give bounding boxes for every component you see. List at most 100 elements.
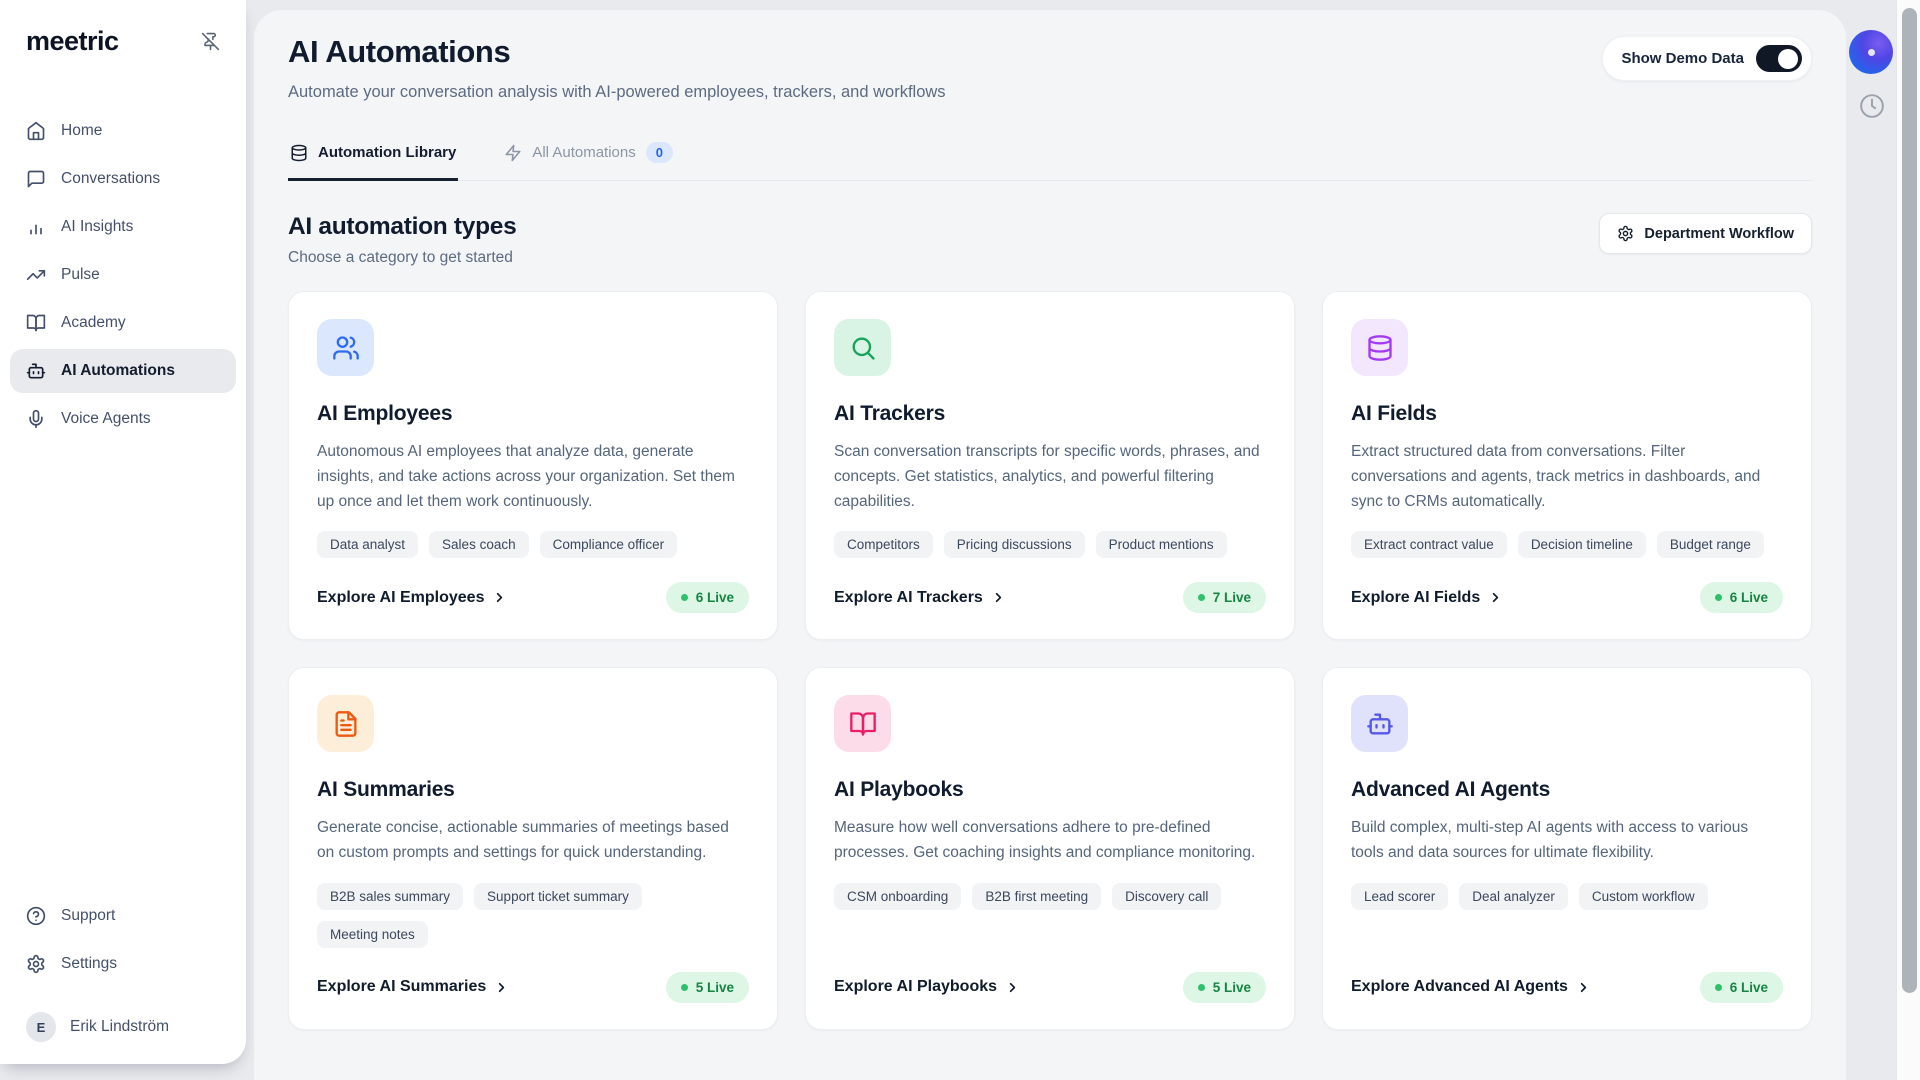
tab-all-automations[interactable]: All Automations 0: [502, 142, 675, 181]
card-description: Measure how well conversations adhere to…: [834, 819, 1256, 862]
book-open-icon: [26, 313, 46, 333]
tag: Extract contract value: [1351, 531, 1507, 559]
tag: B2B first meeting: [972, 882, 1102, 910]
explore-link[interactable]: Explore AI Trackers: [834, 589, 1006, 607]
department-workflow-button[interactable]: Department Workflow: [1599, 213, 1812, 254]
card-title: AI Employees: [317, 402, 453, 425]
explore-link[interactable]: Explore AI Fields: [1351, 589, 1503, 607]
avatar: E: [26, 1012, 56, 1042]
card-ai-trackers[interactable]: AI Trackers Scan conversation transcript…: [805, 291, 1295, 641]
main-panel: AI Automations Automate your conversatio…: [254, 10, 1846, 1080]
chevron-right-icon: [1488, 590, 1503, 605]
card-ai-employees[interactable]: AI Employees Autonomous AI employees tha…: [288, 291, 778, 641]
section-title: AI automation types: [288, 213, 517, 240]
automation-cards-grid: AI Employees Autonomous AI employees tha…: [288, 291, 1812, 1030]
tab-label: Automation Library: [318, 144, 457, 161]
scrollbar-track[interactable]: [1896, 0, 1920, 1080]
sidebar-item-pulse[interactable]: Pulse: [10, 253, 236, 297]
user-avatar[interactable]: [1849, 30, 1893, 74]
database-icon: [290, 144, 308, 162]
card-title: AI Fields: [1351, 402, 1437, 425]
sidebar-item-ai-insights[interactable]: AI Insights: [10, 205, 236, 249]
sidebar-item-label: AI Automations: [61, 362, 175, 379]
sidebar-item-label: Conversations: [61, 170, 161, 187]
zap-icon: [504, 144, 522, 162]
live-dot-icon: [680, 594, 688, 602]
live-badge: 5 Live: [1182, 971, 1266, 1003]
sidebar-item-label: Voice Agents: [61, 410, 151, 427]
card-ai-summaries[interactable]: AI Summaries Generate concise, actionabl…: [288, 667, 778, 1030]
users-icon: [317, 319, 374, 376]
user-menu[interactable]: E Erik Lindström: [10, 998, 236, 1042]
gear-icon: [26, 954, 46, 974]
toggle-label: Show Demo Data: [1621, 50, 1744, 67]
card-title: AI Trackers: [834, 402, 946, 425]
tag: Sales coach: [429, 531, 529, 559]
live-dot-icon: [1714, 594, 1722, 602]
sidebar: meetric Home Conversations AI Insights P…: [0, 0, 246, 1064]
sidebar-item-settings[interactable]: Settings: [10, 942, 236, 986]
sidebar-item-conversations[interactable]: Conversations: [10, 157, 236, 201]
section-subtitle: Choose a category to get started: [288, 249, 513, 266]
show-demo-data-toggle[interactable]: Show Demo Data: [1602, 36, 1812, 81]
explore-link[interactable]: Explore AI Employees: [317, 589, 507, 607]
tag: Data analyst: [317, 531, 419, 559]
sidebar-item-home[interactable]: Home: [10, 109, 236, 153]
live-badge: 7 Live: [1182, 582, 1266, 614]
sidebar-item-label: Support: [61, 907, 116, 924]
bot-icon: [1351, 695, 1408, 753]
card-title: AI Summaries: [317, 778, 455, 802]
card-description: Autonomous AI employees that analyze dat…: [317, 443, 735, 510]
card-title: Advanced AI Agents: [1351, 778, 1551, 802]
card-description: Scan conversation transcripts for specif…: [834, 443, 1260, 510]
tabs: Automation Library All Automations 0: [288, 142, 1812, 181]
sidebar-item-ai-automations[interactable]: AI Automations: [10, 349, 236, 393]
card-description: Generate concise, actionable summaries o…: [317, 819, 729, 862]
tag: Decision timeline: [1517, 531, 1646, 559]
help-circle-icon: [26, 906, 46, 926]
home-icon: [26, 121, 46, 141]
live-badge: 6 Live: [1699, 582, 1783, 614]
scrollbar-thumb[interactable]: [1902, 8, 1917, 993]
sidebar-nav: Home Conversations AI Insights Pulse Aca…: [0, 109, 246, 441]
tab-automation-library[interactable]: Automation Library: [288, 142, 459, 181]
bot-icon: [26, 361, 46, 381]
tag: Discovery call: [1112, 882, 1222, 910]
sidebar-item-voice-agents[interactable]: Voice Agents: [10, 397, 236, 441]
explore-link[interactable]: Explore AI Summaries: [317, 978, 509, 996]
explore-link[interactable]: Explore AI Playbooks: [834, 978, 1020, 996]
tag: Lead scorer: [1351, 882, 1449, 910]
clock-icon[interactable]: [1859, 93, 1885, 119]
database-icon: [1351, 319, 1408, 376]
pin-off-icon[interactable]: [197, 28, 224, 55]
card-ai-playbooks[interactable]: AI Playbooks Measure how well conversati…: [805, 667, 1295, 1030]
gear-icon: [1617, 225, 1634, 242]
tag: Support ticket summary: [474, 882, 642, 910]
sidebar-footer: Support Settings E Erik Lindström: [0, 894, 246, 1042]
chevron-right-icon: [492, 590, 507, 605]
sidebar-item-label: AI Insights: [61, 218, 134, 235]
explore-link[interactable]: Explore Advanced AI Agents: [1351, 978, 1591, 996]
user-name: Erik Lindström: [70, 1018, 170, 1035]
sidebar-item-support[interactable]: Support: [10, 894, 236, 938]
live-dot-icon: [680, 983, 688, 991]
toggle-switch[interactable]: [1756, 45, 1802, 72]
mic-icon: [26, 409, 46, 429]
sidebar-item-academy[interactable]: Academy: [10, 301, 236, 345]
card-advanced-ai-agents[interactable]: Advanced AI Agents Build complex, multi-…: [1322, 667, 1812, 1030]
tag: Compliance officer: [539, 531, 678, 559]
tag: Competitors: [834, 531, 933, 559]
live-badge: 6 Live: [665, 582, 749, 614]
tag: B2B sales summary: [317, 882, 464, 910]
tab-count-badge: 0: [645, 142, 673, 163]
live-badge: 5 Live: [665, 971, 749, 1003]
live-dot-icon: [1197, 594, 1205, 602]
chat-icon: [26, 169, 46, 189]
chevron-right-icon: [494, 980, 509, 995]
tag: Deal analyzer: [1459, 882, 1568, 910]
card-ai-fields[interactable]: AI Fields Extract structured data from c…: [1322, 291, 1812, 641]
bar-chart-icon: [26, 217, 46, 237]
page-subtitle: Automate your conversation analysis with…: [288, 83, 946, 101]
tag: CSM onboarding: [834, 882, 962, 910]
sidebar-item-label: Settings: [61, 955, 118, 972]
